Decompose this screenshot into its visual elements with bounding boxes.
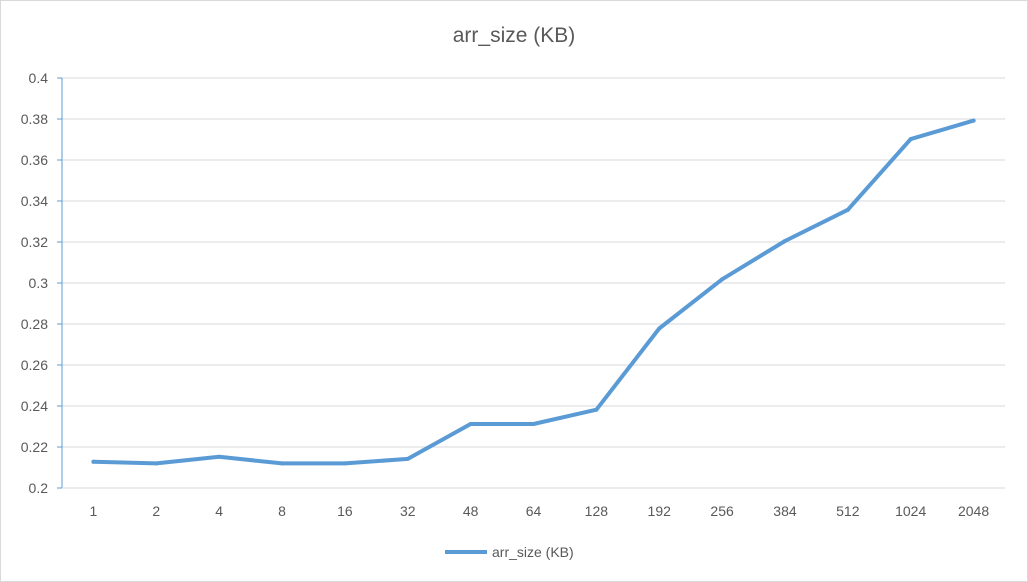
x-tick-label: 2048 [958,503,989,519]
data-point [342,461,347,466]
x-tick-label: 1 [90,503,98,519]
y-tick-label: 0.34 [21,193,48,209]
x-tick-label: 384 [773,503,797,519]
data-point [280,461,285,466]
axes [61,78,1005,489]
data-point [531,422,536,427]
data-point [594,407,599,412]
y-tick-label: 0.26 [21,357,48,373]
data-point [657,326,662,331]
series-line [91,118,976,466]
series-group [91,118,976,466]
y-tick-label: 0.24 [21,398,48,414]
y-tick-label: 0.3 [29,275,49,291]
x-tick-label: 16 [337,503,353,519]
x-tick-label: 48 [463,503,479,519]
legend: arr_size (KB) [445,544,574,560]
y-tick-label: 0.2 [29,480,49,496]
chart-title: arr_size (KB) [453,24,576,47]
x-tick-label: 2 [152,503,160,519]
x-tick-label: 512 [836,503,860,519]
x-tick-label: 128 [585,503,609,519]
data-point [720,277,725,282]
y-tick-label: 0.38 [21,111,48,127]
x-tick-label: 1024 [895,503,926,519]
y-tick-label: 0.22 [21,439,48,455]
x-tick-label: 4 [215,503,223,519]
y-axis-ticks: 0.4 0.38 0.36 0.34 0.32 0.3 0.28 0.26 0.24 0.22 0.… [21,70,62,496]
y-tick-label: 0.28 [21,316,48,332]
x-tick-label: 8 [278,503,286,519]
y-tick-label: 0.36 [21,152,48,168]
x-tick-label: 32 [400,503,416,519]
data-point [468,422,473,427]
data-point [782,238,787,243]
x-axis-ticks: 1 2 4 8 16 32 48 64 128 192 256 384 512 1024 2048 [90,503,990,519]
legend-label: arr_size (KB) [492,544,574,560]
data-point [908,137,913,142]
data-point [154,461,159,466]
y-tick-label: 0.32 [21,234,48,250]
data-point [217,454,222,459]
data-point [91,459,96,464]
gridlines [62,77,1005,448]
x-tick-label: 64 [526,503,542,519]
data-point [405,456,410,461]
x-tick-label: 192 [648,503,672,519]
x-tick-label: 256 [710,503,734,519]
data-point [845,207,850,212]
data-point [971,118,976,123]
y-tick-label: 0.4 [29,70,49,86]
